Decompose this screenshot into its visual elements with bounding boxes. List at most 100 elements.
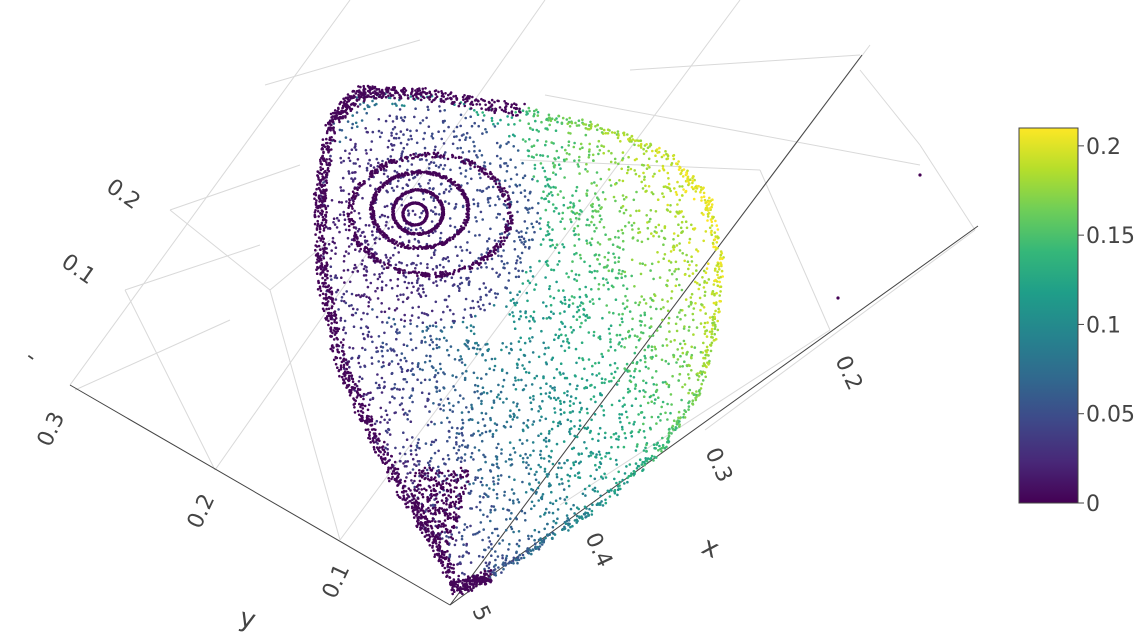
scatter-point bbox=[347, 172, 351, 175]
scatter-point bbox=[365, 270, 369, 273]
scatter-point bbox=[456, 583, 460, 587]
scatter-point bbox=[655, 160, 659, 163]
scatter-point bbox=[430, 420, 433, 424]
scatter-point bbox=[346, 96, 349, 99]
scatter-point bbox=[533, 288, 536, 291]
scatter-point bbox=[392, 317, 396, 321]
scatter-point bbox=[373, 273, 376, 276]
scatter-point bbox=[387, 94, 390, 98]
scatter-point bbox=[409, 471, 412, 475]
scatter-point bbox=[477, 469, 480, 472]
scatter-point bbox=[329, 154, 332, 158]
scatter-point bbox=[512, 145, 515, 148]
scatter-point bbox=[706, 212, 710, 216]
scatter-point bbox=[577, 476, 580, 479]
scatter-point bbox=[315, 245, 319, 248]
scatter-point bbox=[408, 178, 411, 182]
scatter-point bbox=[428, 459, 432, 463]
scatter-point bbox=[558, 260, 561, 263]
scatter-point bbox=[560, 344, 563, 348]
scatter-point bbox=[504, 563, 508, 567]
scatter-point bbox=[327, 319, 330, 323]
scatter-point bbox=[564, 522, 568, 525]
scatter-point bbox=[367, 177, 371, 181]
scatter-point bbox=[387, 316, 391, 320]
scatter-point bbox=[508, 313, 512, 316]
scatter-point bbox=[325, 307, 328, 311]
scatter-point bbox=[592, 223, 596, 227]
scatter-point bbox=[470, 403, 473, 407]
scatter-point bbox=[702, 213, 705, 216]
scatter-point bbox=[444, 462, 447, 466]
scatter-point bbox=[420, 531, 424, 534]
scatter-point bbox=[598, 297, 601, 301]
scatter-point bbox=[510, 511, 513, 515]
scatter-point bbox=[539, 432, 543, 436]
scatter-point bbox=[544, 208, 548, 212]
scatter-point bbox=[646, 237, 650, 241]
scatter-point bbox=[621, 428, 624, 431]
scatter-point bbox=[380, 459, 384, 462]
scatter-point bbox=[434, 369, 438, 372]
scatter-point bbox=[434, 230, 437, 233]
scatter-point bbox=[370, 417, 374, 421]
scatter-point bbox=[357, 93, 360, 97]
scatter-point bbox=[313, 211, 317, 214]
scatter-point bbox=[343, 281, 346, 284]
scatter-point bbox=[604, 131, 608, 135]
scatter-point bbox=[390, 286, 394, 290]
scatter-point bbox=[418, 446, 421, 450]
scatter-point bbox=[586, 127, 590, 131]
scatter-point bbox=[540, 329, 543, 333]
scatter-point bbox=[371, 439, 375, 443]
scatter-point bbox=[373, 432, 377, 436]
scatter-point bbox=[469, 324, 473, 327]
scatter-point bbox=[467, 283, 471, 287]
scatter-point bbox=[534, 478, 538, 482]
scatter-point bbox=[661, 318, 664, 322]
scatter-point bbox=[558, 482, 561, 486]
scatter-point bbox=[387, 476, 391, 480]
scatter-point bbox=[354, 227, 358, 230]
scatter-point bbox=[594, 192, 597, 195]
scatter-point bbox=[675, 329, 679, 333]
scatter-point bbox=[679, 226, 683, 230]
scatter-point bbox=[539, 392, 543, 396]
scatter-point bbox=[715, 291, 718, 295]
scatter-point bbox=[326, 204, 330, 208]
scatter-point bbox=[356, 387, 360, 391]
scatter-point bbox=[545, 362, 548, 366]
scatter-point bbox=[478, 433, 482, 437]
scatter-point bbox=[382, 267, 386, 271]
scatter-point bbox=[440, 98, 443, 101]
scatter-point bbox=[351, 171, 354, 174]
scatter-point bbox=[402, 445, 405, 449]
scatter-point bbox=[566, 418, 570, 422]
scatter-point bbox=[558, 312, 562, 315]
scatter-point bbox=[703, 321, 707, 325]
scatter-point bbox=[640, 240, 644, 244]
scatter-point bbox=[697, 287, 701, 291]
scatter-point bbox=[452, 312, 455, 316]
scatter-point bbox=[521, 161, 524, 165]
scatter-point bbox=[521, 480, 524, 484]
scatter-point bbox=[478, 172, 481, 176]
scatter-point bbox=[432, 402, 435, 405]
scatter-point bbox=[361, 402, 364, 406]
scatter-point bbox=[683, 314, 687, 317]
scatter-point bbox=[544, 392, 548, 395]
scatter-point bbox=[640, 180, 643, 184]
scatter-point bbox=[375, 315, 379, 319]
scatter-point bbox=[318, 294, 322, 297]
scatter-point bbox=[355, 98, 359, 102]
scatter-point bbox=[599, 462, 603, 466]
scatter-point bbox=[528, 245, 531, 249]
scatter-point bbox=[685, 253, 688, 257]
scatter-point bbox=[620, 228, 624, 232]
scatter-point bbox=[387, 87, 390, 91]
scatter-point bbox=[670, 290, 674, 293]
scatter-point bbox=[632, 221, 636, 225]
scatter-point bbox=[469, 306, 473, 310]
scatter-point bbox=[458, 264, 461, 268]
scatter-point bbox=[458, 138, 462, 142]
